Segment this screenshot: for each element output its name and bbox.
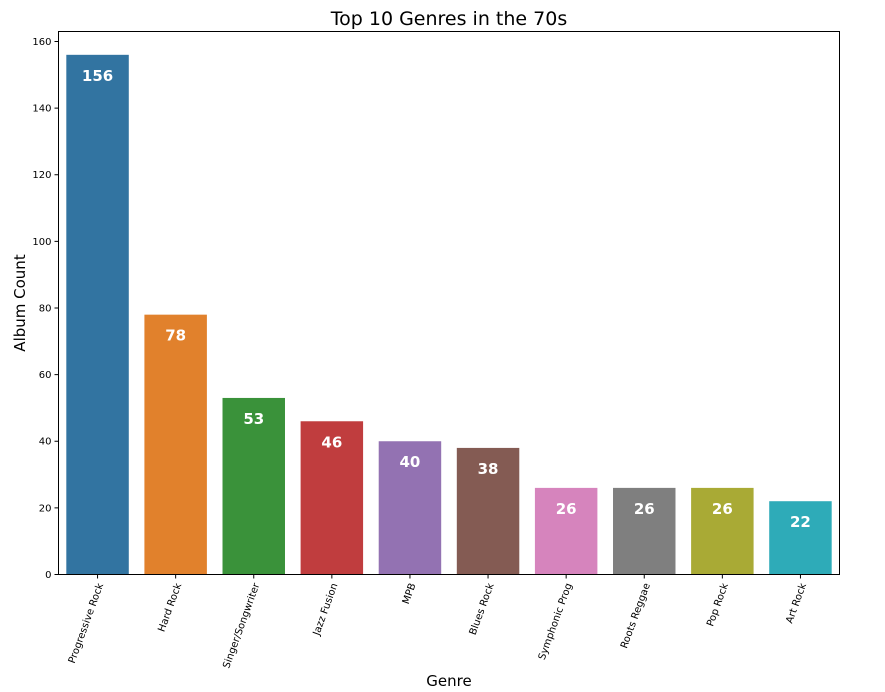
y-tick-label-6: 120 — [32, 170, 51, 181]
y-tick-label-2: 40 — [39, 437, 52, 448]
y-tick-label-0: 0 — [45, 570, 51, 581]
x-tick-label-0: Progressive Rock — [67, 582, 106, 665]
bar-6 — [534, 487, 598, 575]
x-tick-label-3: Jazz Fusion — [311, 582, 340, 638]
y-tick-label-8: 160 — [32, 37, 51, 48]
bar-value-label-3: 46 — [321, 433, 342, 451]
x-tick-label-7: Roots Reggae — [619, 582, 653, 650]
bar-value-label-0: 156 — [82, 67, 113, 85]
bar-7 — [613, 487, 676, 575]
bar-8 — [691, 487, 754, 575]
bar-value-label-7: 26 — [634, 500, 655, 518]
y-tick-label-4: 80 — [39, 303, 52, 314]
x-tick-label-5: Blues Rock — [468, 582, 497, 637]
y-tick-label-1: 20 — [39, 503, 52, 514]
bar-1 — [144, 314, 207, 575]
bar-value-label-1: 78 — [165, 327, 186, 345]
bar-3 — [300, 421, 364, 575]
x-tick-label-8: Pop Rock — [705, 582, 731, 628]
x-tick-label-6: Symphonic Prog — [537, 582, 575, 662]
x-axis-title: Genre — [426, 672, 471, 690]
x-tick-label-9: Art Rock — [784, 582, 809, 625]
bar-value-label-8: 26 — [712, 500, 733, 518]
x-tick-label-1: Hard Rock — [157, 582, 185, 634]
bar-5 — [456, 447, 520, 575]
bar-2 — [222, 397, 285, 575]
bar-value-label-6: 26 — [556, 500, 577, 518]
x-tick-label-4: MPB — [401, 582, 419, 606]
y-tick-label-3: 60 — [39, 370, 52, 381]
chart-title: Top 10 Genres in the 70s — [330, 8, 567, 30]
bar-0 — [66, 54, 129, 575]
bar-value-label-5: 38 — [478, 460, 499, 478]
x-tick-label-2: Singer/Songwriter — [221, 581, 262, 670]
y-axis-title: Album Count — [11, 254, 29, 352]
y-tick-label-5: 100 — [32, 237, 51, 248]
bar-9 — [769, 501, 832, 575]
bar-4 — [378, 441, 442, 575]
y-tick-label-7: 140 — [32, 104, 51, 115]
bar-value-label-9: 22 — [790, 513, 811, 531]
plot-frame — [58, 31, 840, 575]
bar-value-label-4: 40 — [400, 453, 421, 471]
bar-value-label-2: 53 — [243, 410, 264, 428]
